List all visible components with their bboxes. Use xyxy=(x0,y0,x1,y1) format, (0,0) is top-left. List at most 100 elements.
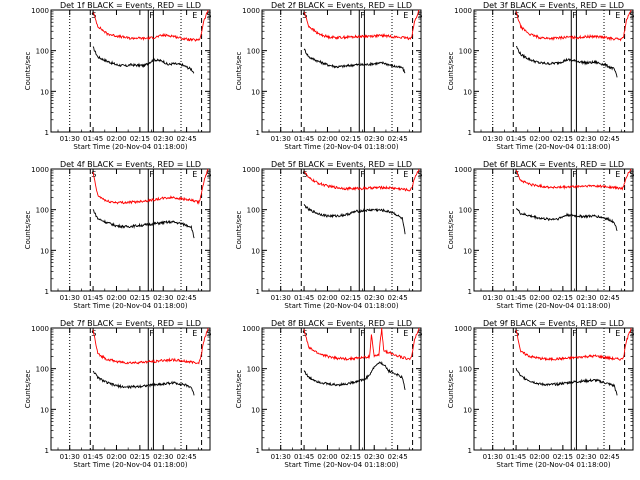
x-tick-label: 02:00 xyxy=(529,135,549,143)
x-tick-label: 02:00 xyxy=(317,294,337,302)
phase-marker: F xyxy=(572,11,577,20)
y-tick-label: 10 xyxy=(251,406,260,414)
detector-panel-9: Det 9f BLACK = Events, RED = LLD 1 10 100 10… xyxy=(447,319,634,469)
phase-marker: S xyxy=(206,170,211,179)
x-tick-label: 01:30 xyxy=(60,294,80,302)
x-tick-label: 02:30 xyxy=(576,135,596,143)
x-tick-label: 02:45 xyxy=(177,294,197,302)
detector-panel-2: Det 2f BLACK = Events, RED = LLD 1 10 100 10… xyxy=(235,1,422,151)
y-tick-label: 100 xyxy=(459,48,472,56)
x-tick-label: 02:30 xyxy=(576,294,596,302)
x-axis-label: Start Time (20-Nov-04 01:18:00) xyxy=(284,143,398,151)
detector-panel-7: Det 7f BLACK = Events, RED = LLD 1 10 100 10… xyxy=(24,319,211,469)
x-tick-label: 01:45 xyxy=(294,453,314,461)
lld-series-line xyxy=(92,327,209,365)
phase-marker: S xyxy=(206,11,211,20)
plot-frame xyxy=(50,327,211,451)
phase-marker: S xyxy=(206,329,211,338)
x-tick-label: 02:15 xyxy=(553,453,573,461)
phase-marker: E xyxy=(615,11,620,20)
phase-marker: S xyxy=(514,11,519,20)
phase-marker: F xyxy=(149,170,154,179)
lld-series-line xyxy=(515,9,632,42)
plot-frame xyxy=(473,168,634,292)
phase-marker: F xyxy=(360,329,365,338)
phase-marker: F xyxy=(149,11,154,20)
phase-marker: F xyxy=(149,329,154,338)
y-tick-label: 10 xyxy=(251,247,260,255)
y-tick-label: 100 xyxy=(247,48,260,56)
detector-panel-8: Det 8f BLACK = Events, RED = LLD 1 10 100 10… xyxy=(235,319,422,469)
lld-series-line xyxy=(515,168,632,191)
y-tick-label: 1 xyxy=(45,447,49,455)
y-tick-label: 100 xyxy=(36,366,49,374)
events-series-line xyxy=(515,367,618,396)
plot-frame xyxy=(473,9,634,133)
y-tick-label: 1 xyxy=(468,129,472,137)
y-tick-label: 1000 xyxy=(242,325,260,333)
phase-marker: F xyxy=(572,329,577,338)
panel-title: Det 6f BLACK = Events, RED = LLD xyxy=(483,160,624,169)
events-series-line xyxy=(303,48,406,74)
x-tick-label: 01:30 xyxy=(60,453,80,461)
y-tick-label: 100 xyxy=(36,207,49,215)
panel-title: Det 1f BLACK = Events, RED = LLD xyxy=(60,1,201,10)
phase-marker: E xyxy=(615,329,620,338)
events-series-line xyxy=(516,45,618,78)
x-tick-label: 02:30 xyxy=(364,453,384,461)
x-tick-label: 02:00 xyxy=(106,135,126,143)
x-tick-label: 01:45 xyxy=(506,453,526,461)
x-tick-label: 02:45 xyxy=(177,453,197,461)
x-tick-label: 02:30 xyxy=(153,135,173,143)
x-tick-label: 01:45 xyxy=(83,453,103,461)
events-series-line xyxy=(515,208,618,232)
phase-marker: S xyxy=(91,11,96,20)
detector-panel-4: Det 4f BLACK = Events, RED = LLD 1 10 100 10… xyxy=(24,160,211,310)
panel-title: Det 9f BLACK = Events, RED = LLD xyxy=(483,319,624,328)
y-tick-label: 1000 xyxy=(454,166,472,174)
x-axis-label: Start Time (20-Nov-04 01:18:00) xyxy=(496,461,610,469)
phase-marker: E xyxy=(403,11,408,20)
plot-frame xyxy=(261,168,422,292)
x-tick-label: 02:45 xyxy=(388,135,408,143)
y-tick-label: 100 xyxy=(247,207,260,215)
panel-title: Det 4f BLACK = Events, RED = LLD xyxy=(60,160,201,169)
x-tick-label: 02:15 xyxy=(130,294,150,302)
y-tick-label: 10 xyxy=(463,247,472,255)
y-tick-label: 1 xyxy=(256,447,260,455)
x-tick-label: 02:00 xyxy=(317,453,337,461)
events-series-line xyxy=(303,203,406,235)
x-tick-label: 02:15 xyxy=(341,453,361,461)
events-series-line xyxy=(92,46,195,74)
x-tick-label: 01:45 xyxy=(294,294,314,302)
y-tick-label: 1 xyxy=(256,129,260,137)
y-tick-label: 10 xyxy=(40,247,49,255)
phase-marker: E xyxy=(403,329,408,338)
panel-title: Det 5f BLACK = Events, RED = LLD xyxy=(271,160,412,169)
y-tick-label: 10 xyxy=(463,88,472,96)
y-axis-label: Counts/sec xyxy=(447,370,455,409)
y-axis-label: Counts/sec xyxy=(235,211,243,250)
y-axis-label: Counts/sec xyxy=(24,211,32,250)
y-tick-label: 1000 xyxy=(454,325,472,333)
x-tick-label: 02:30 xyxy=(364,135,384,143)
plot-frame xyxy=(50,168,211,292)
x-axis-label: Start Time (20-Nov-04 01:18:00) xyxy=(73,461,187,469)
events-series-line xyxy=(92,209,195,239)
x-tick-label: 02:15 xyxy=(553,294,573,302)
x-tick-label: 02:45 xyxy=(600,294,620,302)
phase-marker: S xyxy=(629,170,634,179)
lld-series-line xyxy=(515,327,632,362)
y-tick-label: 100 xyxy=(459,366,472,374)
events-series-line xyxy=(303,361,406,391)
x-tick-label: 02:15 xyxy=(341,294,361,302)
x-tick-label: 01:45 xyxy=(294,135,314,143)
y-tick-label: 1 xyxy=(256,288,260,296)
phase-marker: E xyxy=(615,170,620,179)
plot-frame xyxy=(473,327,634,451)
x-tick-label: 01:30 xyxy=(483,453,503,461)
y-tick-label: 10 xyxy=(251,88,260,96)
phase-marker: S xyxy=(629,329,634,338)
x-tick-label: 02:15 xyxy=(341,135,361,143)
